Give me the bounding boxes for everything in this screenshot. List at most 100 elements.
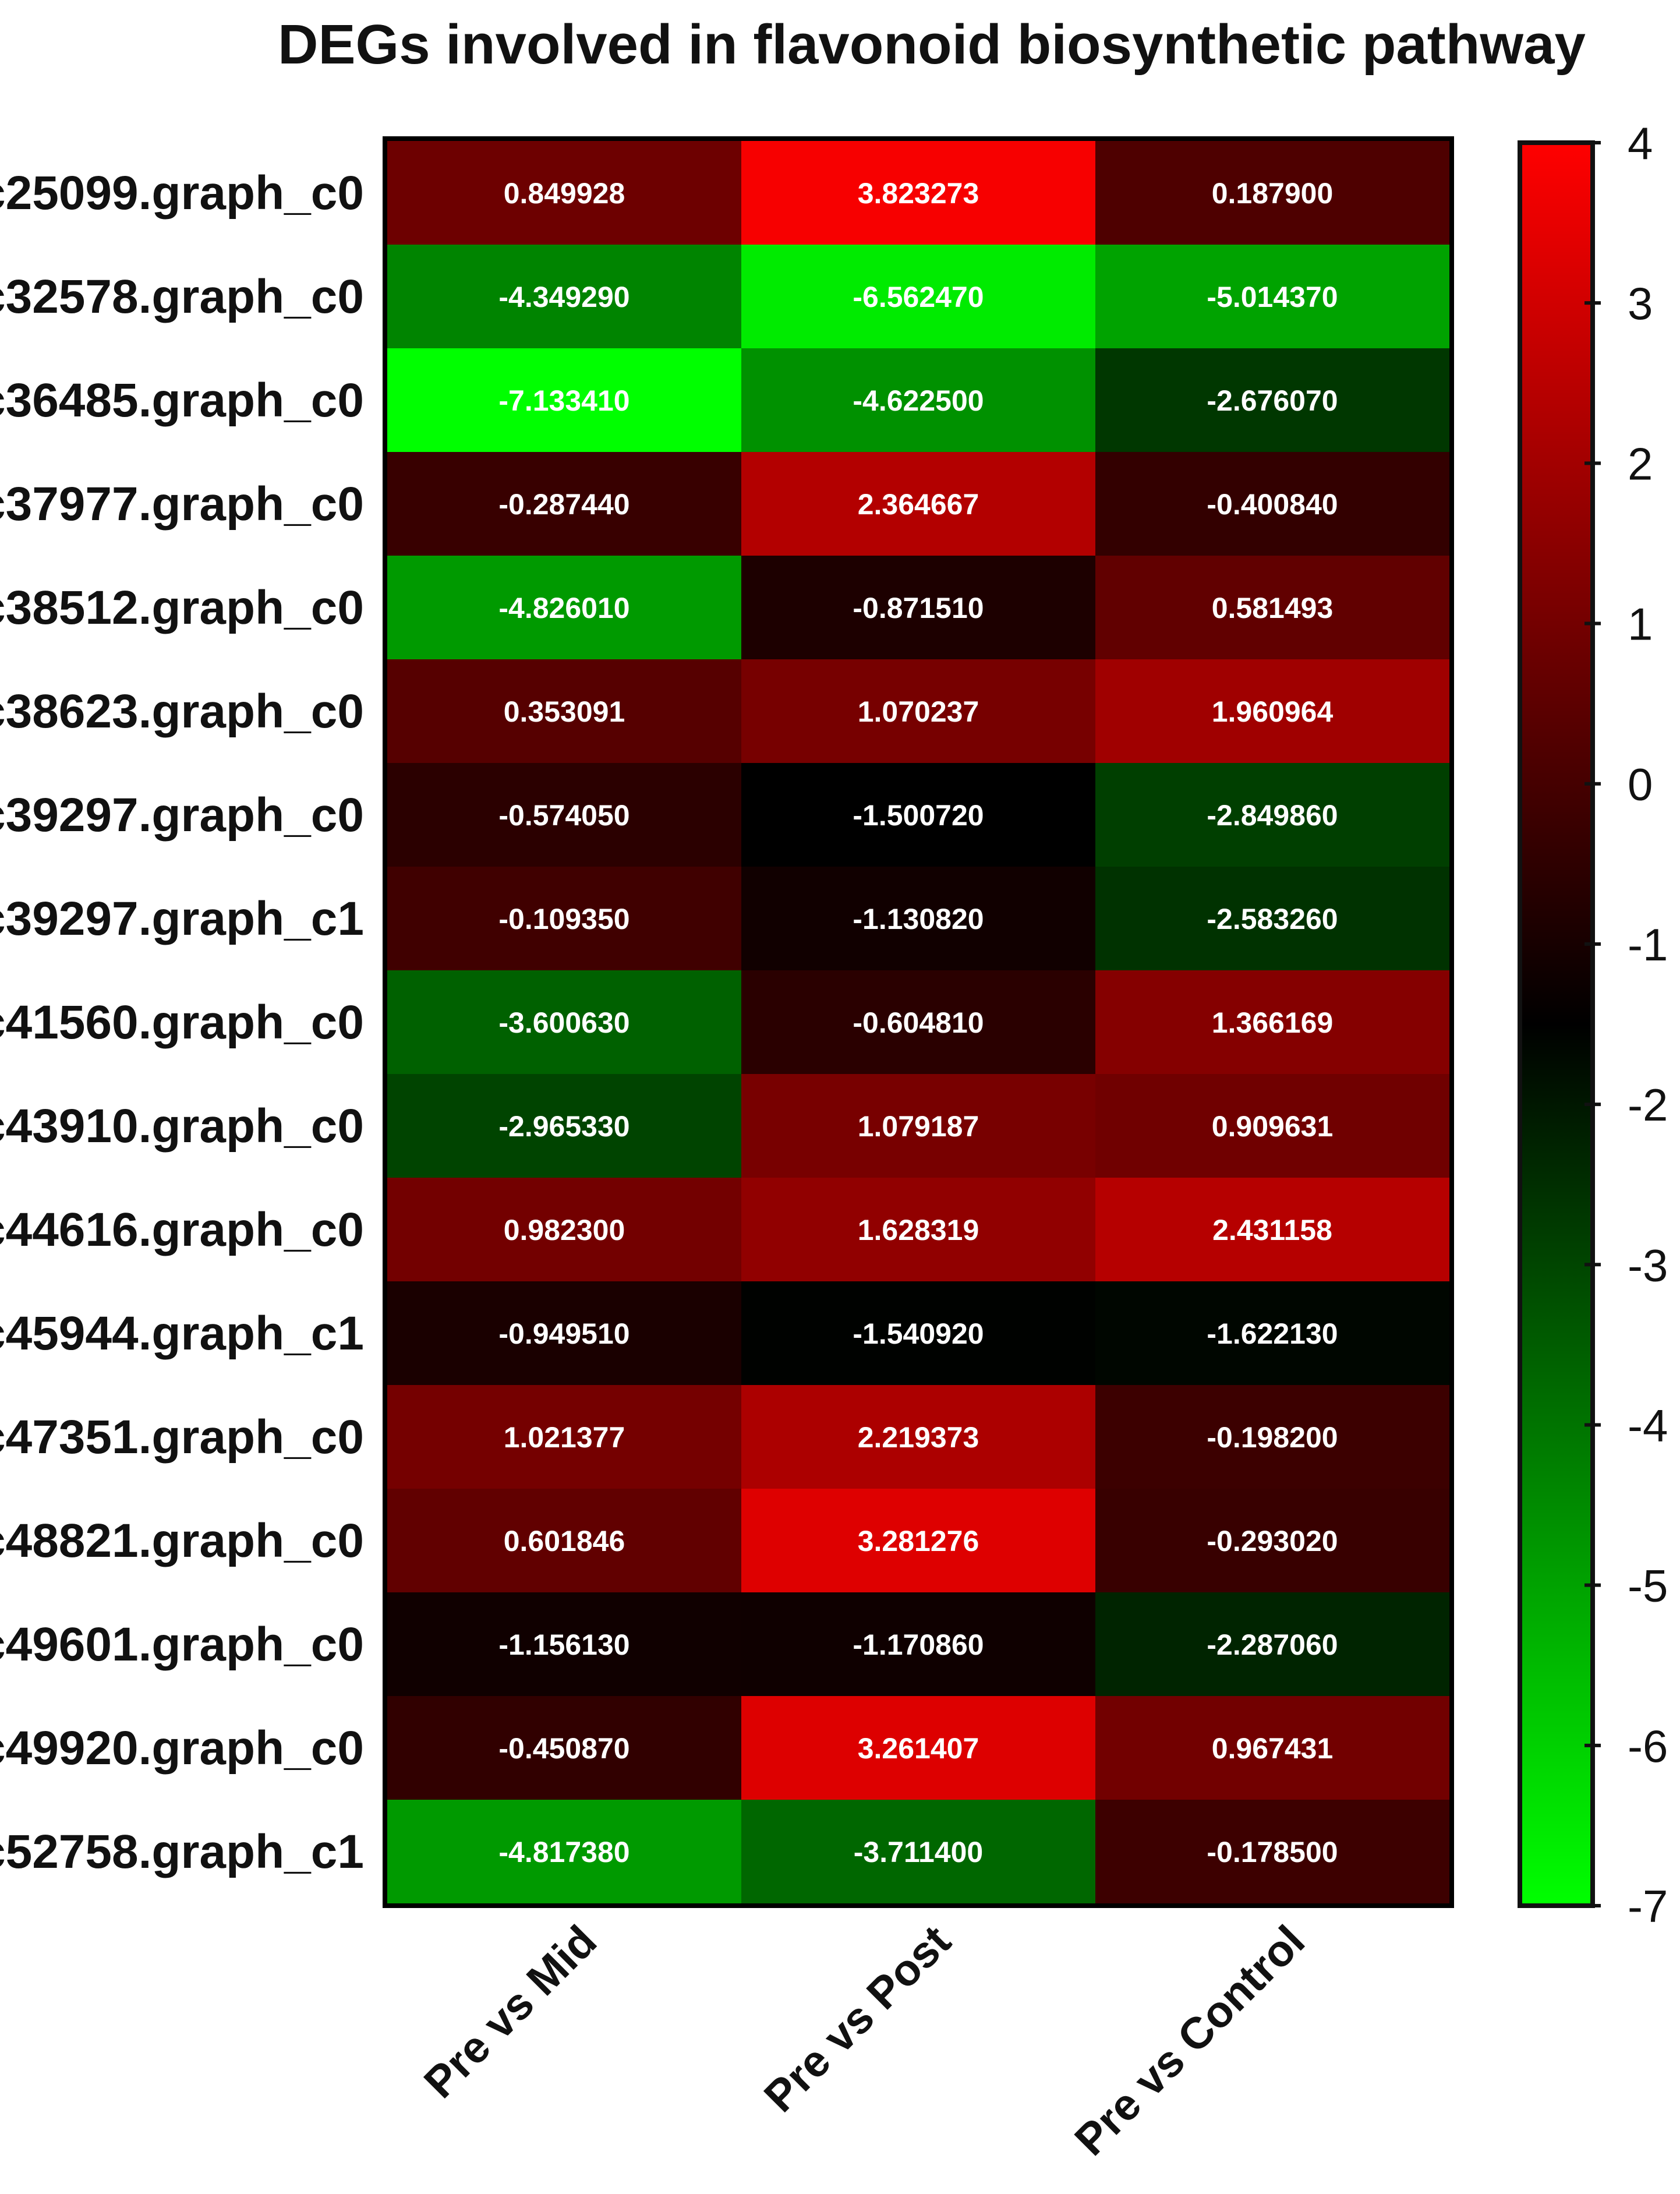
colorbar-tick-label: -7 [1628, 1881, 1668, 1932]
cell-value-label: 0.849928 [504, 177, 625, 210]
heatmap-cell [1095, 1592, 1449, 1696]
cell-value-label: 3.823273 [858, 177, 979, 210]
heatmap-cell [741, 452, 1095, 556]
cell-value-label: 1.079187 [858, 1110, 979, 1143]
cell-value-label: -3.711400 [854, 1836, 983, 1868]
cell-value-label: 0.982300 [504, 1214, 625, 1246]
row-label: c39297.graph_c0 [0, 789, 364, 842]
cell-value-label: -4.826010 [498, 592, 629, 624]
heatmap-cell [387, 1178, 741, 1281]
row-label: c36485.graph_c0 [0, 374, 364, 427]
heatmap-cell [387, 763, 741, 867]
cell-value-label: -0.109350 [498, 903, 629, 935]
row-label: c44616.graph_c0 [0, 1203, 364, 1256]
heatmap-cell [741, 867, 1095, 970]
heatmap-cell [387, 1696, 741, 1800]
cell-value-label: 1.070237 [858, 695, 979, 728]
cell-value-label: -0.293020 [1207, 1525, 1338, 1557]
cell-value-label: -4.817380 [498, 1836, 629, 1868]
row-label: c41560.graph_c0 [0, 996, 364, 1049]
heatmap-cell [741, 970, 1095, 1074]
cell-value-label: 3.281276 [858, 1525, 979, 1557]
heatmap-cell [387, 1800, 741, 1903]
heatmap-cell [741, 1385, 1095, 1489]
colorbar-tick-label: 1 [1628, 599, 1653, 650]
cell-value-label: -6.562470 [853, 281, 984, 313]
heatmap-cell [741, 1696, 1095, 1800]
heatmap-cell [1095, 970, 1449, 1074]
heatmap-cell [741, 1074, 1095, 1178]
heatmap-cell [387, 1385, 741, 1489]
cell-value-label: -0.871510 [853, 592, 984, 624]
row-label: c32578.graph_c0 [0, 270, 364, 323]
heatmap-cell [741, 1489, 1095, 1592]
cell-value-label: -2.965330 [498, 1110, 629, 1143]
cell-value-label: 1.628319 [858, 1214, 979, 1246]
heatmap-cell [1095, 659, 1449, 763]
heatmap-cell [387, 556, 741, 659]
cell-value-label: -3.600630 [498, 1006, 629, 1039]
cell-value-label: -2.287060 [1207, 1628, 1338, 1661]
cell-value-label: 2.219373 [858, 1421, 979, 1454]
column-label: Pre vs Mid [415, 1916, 606, 2108]
heatmap-cell [741, 348, 1095, 452]
cell-value-label: -4.622500 [853, 384, 984, 417]
colorbar-tick-label: -6 [1628, 1720, 1668, 1772]
heatmap-cell [1095, 556, 1449, 659]
cell-value-label: -0.450870 [498, 1732, 629, 1765]
heatmap-cell [387, 867, 741, 970]
heatmap-cell [387, 1592, 741, 1696]
row-label: c48821.graph_c0 [0, 1514, 364, 1567]
cell-value-label: -0.949510 [498, 1317, 629, 1350]
cell-value-label: -2.583260 [1207, 903, 1338, 935]
heatmap-cell [741, 556, 1095, 659]
cell-value-label: -5.014370 [1207, 281, 1338, 313]
cell-value-label: 2.431158 [1212, 1214, 1332, 1246]
heatmap-cell [1095, 867, 1449, 970]
colorbar-tick-label: 4 [1628, 118, 1653, 169]
cell-value-label: -0.604810 [853, 1006, 984, 1039]
heatmap-cell [387, 452, 741, 556]
heatmap-cell [741, 141, 1095, 245]
heatmap-cell [741, 245, 1095, 348]
row-label: c52758.graph_c1 [0, 1825, 364, 1878]
row-label: c49920.graph_c0 [0, 1722, 364, 1775]
heatmap-cell [1095, 1281, 1449, 1385]
cell-value-label: 0.601846 [504, 1525, 625, 1557]
cell-value-label: 0.581493 [1212, 592, 1334, 624]
heatmap-cell [387, 141, 741, 245]
cell-value-label: 0.353091 [504, 695, 625, 728]
cell-value-label: -1.540920 [853, 1317, 984, 1350]
column-label: Pre vs Post [755, 1916, 960, 2122]
heatmap-cell [1095, 1385, 1449, 1489]
cell-value-label: -1.500720 [853, 799, 984, 832]
heatmap-cell [387, 659, 741, 763]
cell-value-label: -2.676070 [1207, 384, 1338, 417]
heatmap-border [383, 136, 1454, 1908]
cell-value-label: 1.021377 [504, 1421, 625, 1454]
cell-value-label: 0.967431 [1212, 1732, 1334, 1765]
heatmap-cell [1095, 1074, 1449, 1178]
row-label: c38623.graph_c0 [0, 685, 364, 738]
cell-value-label: -1.130820 [853, 903, 984, 935]
heatmap-cell [387, 348, 741, 452]
cell-value-label: -1.156130 [498, 1628, 629, 1661]
heatmap-cell [1095, 348, 1449, 452]
cell-value-label: 2.364667 [858, 488, 979, 521]
row-label: c43910.graph_c0 [0, 1100, 364, 1153]
column-label: Pre vs Control [1066, 1916, 1314, 2165]
heatmap-cell [741, 763, 1095, 867]
colorbar [1518, 140, 1595, 1908]
heatmap-cell [1095, 1696, 1449, 1800]
heatmap-cell [741, 1178, 1095, 1281]
row-label: c49601.graph_c0 [0, 1618, 364, 1671]
colorbar-tick-label: 0 [1628, 759, 1653, 810]
heatmap-cell [741, 1281, 1095, 1385]
colorbar-tick-label: 2 [1628, 438, 1653, 489]
chart-title: DEGs involved in flavonoid biosynthetic … [278, 13, 1586, 76]
heatmap-cell [1095, 452, 1449, 556]
heatmap-cell [1095, 763, 1449, 867]
cell-value-label: 0.909631 [1212, 1110, 1334, 1143]
cell-value-label: -0.178500 [1207, 1836, 1338, 1868]
heatmap-cell [741, 1800, 1095, 1903]
